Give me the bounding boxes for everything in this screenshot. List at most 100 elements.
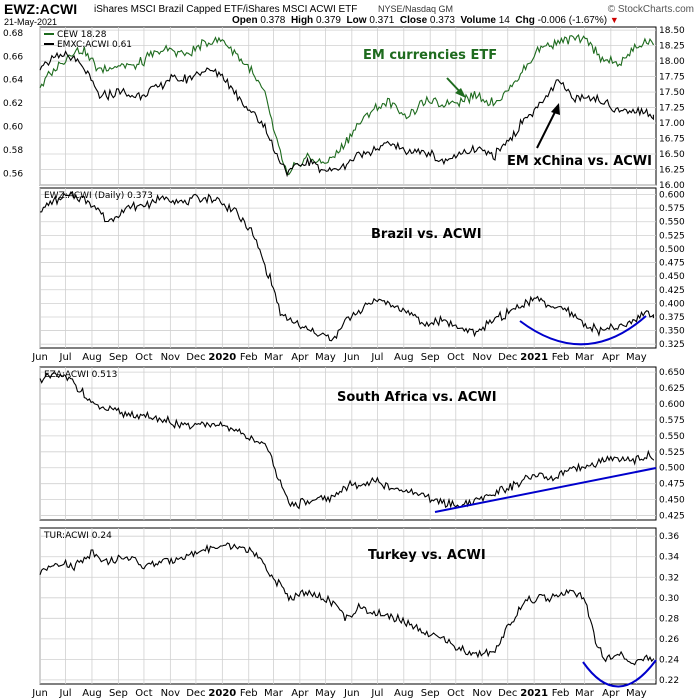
y-tick-label-right: 16.25 xyxy=(659,166,685,176)
y-tick-label-right: 16.75 xyxy=(659,135,685,145)
open-value: 0.378 xyxy=(260,15,286,26)
y-tick-label-left: 0.56 xyxy=(3,169,23,179)
x-tick-label: Apr xyxy=(602,352,620,363)
x-tick-label: Mar xyxy=(575,352,595,363)
y-tick-label-right: 0.36 xyxy=(659,532,679,542)
x-tick-label: Feb xyxy=(240,688,258,699)
y-tick-label-right: 0.650 xyxy=(659,368,685,378)
trend-curve-brazil xyxy=(519,315,647,346)
y-tick-label-right: 0.600 xyxy=(659,400,685,410)
x-tick-label: Aug xyxy=(394,688,414,699)
x-tick-label: Sep xyxy=(109,352,128,363)
x-tick-label: 2020 xyxy=(208,352,236,363)
legend-label-cew: CEW 18.28 xyxy=(57,30,107,40)
close-label: Close xyxy=(399,15,428,26)
x-tick-label: Nov xyxy=(161,688,181,699)
x-tick-label: Jul xyxy=(59,352,72,363)
panel-south-africa: 0.425 0.450 0.475 0.500 0.525 0.550 0.575 0.600… xyxy=(39,366,685,522)
quote-date: 21-May-2021 xyxy=(4,17,58,27)
y-tick-label-right: 0.450 xyxy=(659,272,685,282)
x-tick-label: Mar xyxy=(264,688,284,699)
y-tick-label-right: 0.625 xyxy=(659,384,685,394)
y-tick-label-right: 18.50 xyxy=(659,26,685,36)
x-tick-label: Aug xyxy=(82,688,102,699)
panel-frame xyxy=(39,366,657,521)
x-tick-label: Mar xyxy=(264,352,284,363)
x-tick-label: Mar xyxy=(575,688,595,699)
y-tick-label-right: 0.475 xyxy=(659,480,685,490)
low-value: 0.371 xyxy=(369,15,395,26)
stockcharts-brand: © StockCharts.com xyxy=(607,4,694,15)
annotation-em-xchina: EM xChina vs. ACWI xyxy=(507,154,652,169)
x-tick-label: Apr xyxy=(602,688,620,699)
panel-annotation: Brazil vs. ACWI xyxy=(371,227,482,242)
y-tick-label-left: 0.66 xyxy=(3,52,23,62)
x-tick-label: Oct xyxy=(447,352,464,363)
y-tick-label-right: 16.00 xyxy=(659,181,685,191)
y-tick-label-left: 0.58 xyxy=(3,146,23,156)
y-tick-label-left: 0.60 xyxy=(3,122,23,132)
y-tick-label-right: 18.25 xyxy=(659,42,685,52)
panel-turkey: 0.22 0.24 0.26 0.28 0.30 0.32 0.34 0.36 TUR:ACWI… xyxy=(39,527,679,688)
y-tick-label-right: 0.400 xyxy=(659,299,685,309)
series-line xyxy=(39,542,654,666)
y-tick-label-right: 0.325 xyxy=(659,340,685,350)
x-tick-label: Nov xyxy=(472,352,492,363)
y-tick-label-right: 17.00 xyxy=(659,119,685,129)
y-tick-label-right: 0.600 xyxy=(659,191,685,201)
y-tick-label-right: 18.00 xyxy=(659,57,685,67)
x-tick-label: Jun xyxy=(31,352,48,363)
y-tick-label-right: 0.425 xyxy=(659,512,685,522)
close-value: 0.373 xyxy=(429,15,455,26)
y-tick-label-right: 0.525 xyxy=(659,231,685,241)
y-tick-label-right: 0.500 xyxy=(659,245,685,255)
y-tick-label-right: 0.32 xyxy=(659,573,679,583)
y-tick-label-left: 0.68 xyxy=(3,29,23,39)
y-tick-label-right: 0.34 xyxy=(659,553,679,563)
y-tick-label-right: 0.450 xyxy=(659,496,685,506)
x-tick-label: Nov xyxy=(472,688,492,699)
trend-line-south-africa xyxy=(434,467,657,513)
legend-label-emxc: EMXC:ACWI 0.61 xyxy=(57,40,132,50)
x-tick-label: May xyxy=(315,352,336,363)
x-tick-label: Feb xyxy=(240,352,258,363)
y-tick-label-right: 0.500 xyxy=(659,464,685,474)
series-line-emxc-acwi xyxy=(39,50,654,178)
x-tick-label: May xyxy=(626,352,647,363)
y-tick-label-left: 0.64 xyxy=(3,76,23,86)
chg-value: -0.006 (-1.67%) xyxy=(537,15,608,26)
x-tick-label: Feb xyxy=(552,352,570,363)
volume-label: Volume xyxy=(460,15,496,26)
security-name: iShares MSCI Brazil Capped ETF/iShares M… xyxy=(94,4,358,15)
y-tick-label-right: 0.26 xyxy=(659,635,679,645)
x-tick-label: Jun xyxy=(343,352,360,363)
y-tick-label-right: 17.25 xyxy=(659,104,685,114)
x-tick-label: Dec xyxy=(186,688,205,699)
x-tick-label: Jul xyxy=(59,688,72,699)
legend-label: EZA:ACWI 0.513 xyxy=(44,370,117,380)
x-tick-label: Nov xyxy=(161,352,181,363)
x-tick-label: 2021 xyxy=(520,352,548,363)
y-tick-label-right: 0.28 xyxy=(659,614,679,624)
panel-annotation: South Africa vs. ACWI xyxy=(337,390,497,405)
panel-frame xyxy=(39,187,657,349)
y-tick-label-left: 0.62 xyxy=(3,99,23,109)
y-tick-label-right: 0.550 xyxy=(659,218,685,228)
x-tick-label: Oct xyxy=(135,352,152,363)
x-axis-lower: Jun Jul Aug Sep Oct Nov Dec 2020 Feb Mar Apr May Jun… xyxy=(31,688,647,699)
panel-brazil: 0.325 0.350 0.375 0.400 0.425 0.450 0.475 0.500… xyxy=(39,187,685,350)
low-label: Low xyxy=(346,15,367,26)
series-line xyxy=(39,372,654,510)
x-tick-label: Feb xyxy=(552,688,570,699)
volume-value: 14 xyxy=(498,15,510,26)
high-label: High xyxy=(290,15,314,26)
down-arrow-icon: ▼ xyxy=(609,15,619,25)
y-tick-label-right: 17.50 xyxy=(659,88,685,98)
y-tick-label-right: 16.50 xyxy=(659,150,685,160)
panel-frame xyxy=(39,26,657,186)
x-tick-label: Sep xyxy=(109,688,128,699)
panel-em-currencies: 16.00 16.25 16.50 16.75 17.00 17.25 17.50 17.75… xyxy=(3,26,685,191)
annotation-arrowhead-black xyxy=(551,103,560,115)
series-line-cew xyxy=(39,34,654,176)
